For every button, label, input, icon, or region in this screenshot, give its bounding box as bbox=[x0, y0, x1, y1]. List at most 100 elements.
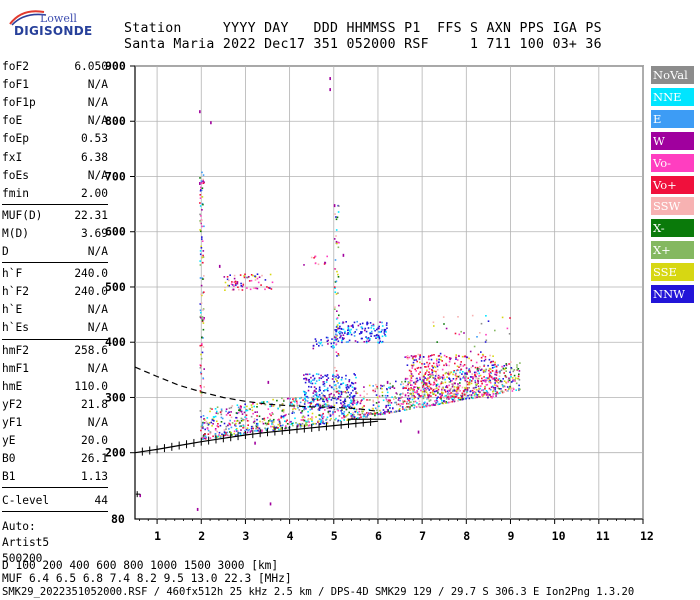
echo-point bbox=[325, 381, 328, 383]
echo-point bbox=[316, 404, 319, 407]
echo-point bbox=[473, 386, 476, 389]
echo-point bbox=[466, 390, 469, 392]
param-value: N/A bbox=[87, 321, 108, 335]
echo-point bbox=[252, 274, 254, 277]
echo-point bbox=[248, 407, 251, 410]
echo-point bbox=[378, 327, 380, 330]
echo-point bbox=[416, 386, 418, 388]
echo-point bbox=[472, 392, 474, 394]
echo-point bbox=[320, 339, 322, 341]
echo-point bbox=[202, 337, 204, 339]
echo-point bbox=[332, 396, 335, 398]
echo-point bbox=[230, 406, 233, 409]
echo-point bbox=[436, 401, 439, 403]
echo-point bbox=[317, 263, 320, 266]
echo-point bbox=[345, 384, 347, 386]
echo-point bbox=[357, 417, 360, 419]
echo-point bbox=[201, 187, 204, 189]
echo-point bbox=[339, 336, 341, 339]
echo-point bbox=[228, 428, 230, 430]
echo-point bbox=[200, 394, 203, 397]
echo-point bbox=[279, 405, 281, 408]
echo-point bbox=[200, 353, 202, 356]
echo-point bbox=[324, 403, 327, 405]
echo-point bbox=[484, 379, 486, 381]
echo-point bbox=[357, 413, 359, 416]
echo-point bbox=[345, 341, 348, 343]
echo-point bbox=[440, 395, 442, 397]
echo-point bbox=[475, 375, 477, 378]
echo-point bbox=[200, 189, 203, 192]
echo-point bbox=[239, 432, 241, 434]
echo-point bbox=[371, 332, 373, 335]
echo-point bbox=[377, 334, 380, 337]
echo-point bbox=[334, 213, 336, 215]
echo-point bbox=[432, 366, 434, 369]
echo-point bbox=[380, 384, 382, 387]
y-tick-label: 600 bbox=[105, 225, 126, 239]
echo-point bbox=[322, 404, 324, 407]
param-label: MUF(D) bbox=[2, 208, 43, 222]
echo-point bbox=[312, 345, 315, 347]
echo-point bbox=[241, 418, 244, 421]
echo-point bbox=[442, 392, 444, 394]
legend-item-nnw: NNW bbox=[651, 285, 694, 303]
echo-point bbox=[214, 408, 217, 410]
echo-point bbox=[200, 372, 203, 375]
echo-point bbox=[494, 387, 497, 389]
echo-point bbox=[470, 380, 473, 382]
echo-point bbox=[474, 379, 476, 382]
echo-point bbox=[318, 390, 320, 392]
echo-point bbox=[219, 435, 222, 437]
echo-point bbox=[394, 396, 396, 398]
echo-point bbox=[203, 225, 205, 228]
echo-point bbox=[358, 410, 361, 413]
echo-point bbox=[378, 405, 380, 408]
echo-point bbox=[321, 344, 324, 347]
echo-point bbox=[436, 369, 439, 371]
echo-point bbox=[436, 364, 438, 366]
echo-point bbox=[291, 403, 293, 405]
param-row-hmf2: hmF2 258.6 bbox=[2, 343, 108, 359]
echo-point bbox=[332, 373, 334, 376]
echo-point bbox=[333, 390, 336, 392]
echo-point bbox=[276, 399, 278, 402]
echo-point bbox=[465, 398, 467, 400]
echo-point bbox=[314, 382, 317, 385]
param-value: 21.8 bbox=[81, 397, 108, 411]
echo-point bbox=[446, 386, 449, 389]
echo-point bbox=[246, 427, 249, 429]
echo-point bbox=[316, 343, 318, 345]
echo-point bbox=[310, 256, 313, 259]
echo-point bbox=[302, 419, 304, 421]
param-value: N/A bbox=[87, 78, 108, 92]
echo-point bbox=[272, 421, 275, 423]
echo-point bbox=[220, 413, 223, 416]
y-tick-label: 900 bbox=[105, 59, 126, 73]
echo-point bbox=[421, 380, 423, 382]
echo-point bbox=[483, 360, 486, 362]
echo-point bbox=[250, 430, 252, 432]
echo-point bbox=[457, 316, 459, 318]
header-values: Santa Maria 2022 Dec17 351 052000 RSF 1 … bbox=[124, 37, 602, 52]
echo-point bbox=[363, 386, 365, 388]
echo-point bbox=[338, 241, 340, 244]
echo-point bbox=[299, 423, 302, 426]
echo-point bbox=[439, 393, 441, 395]
echo-point bbox=[402, 403, 404, 405]
echo-point bbox=[495, 369, 498, 372]
echo-point bbox=[303, 374, 305, 376]
echo-point bbox=[446, 376, 448, 378]
echo-point bbox=[340, 411, 343, 414]
echo-point bbox=[478, 391, 481, 394]
echo-point bbox=[203, 318, 205, 321]
echo-point bbox=[433, 325, 435, 327]
digisonde-logo-swoosh bbox=[9, 10, 47, 26]
echo-point bbox=[419, 356, 421, 358]
echo-point bbox=[235, 422, 237, 425]
echo-point bbox=[494, 371, 497, 373]
echo-point bbox=[437, 403, 440, 405]
echo-point bbox=[412, 392, 415, 395]
echo-point bbox=[378, 336, 381, 338]
echo-point bbox=[343, 413, 345, 415]
